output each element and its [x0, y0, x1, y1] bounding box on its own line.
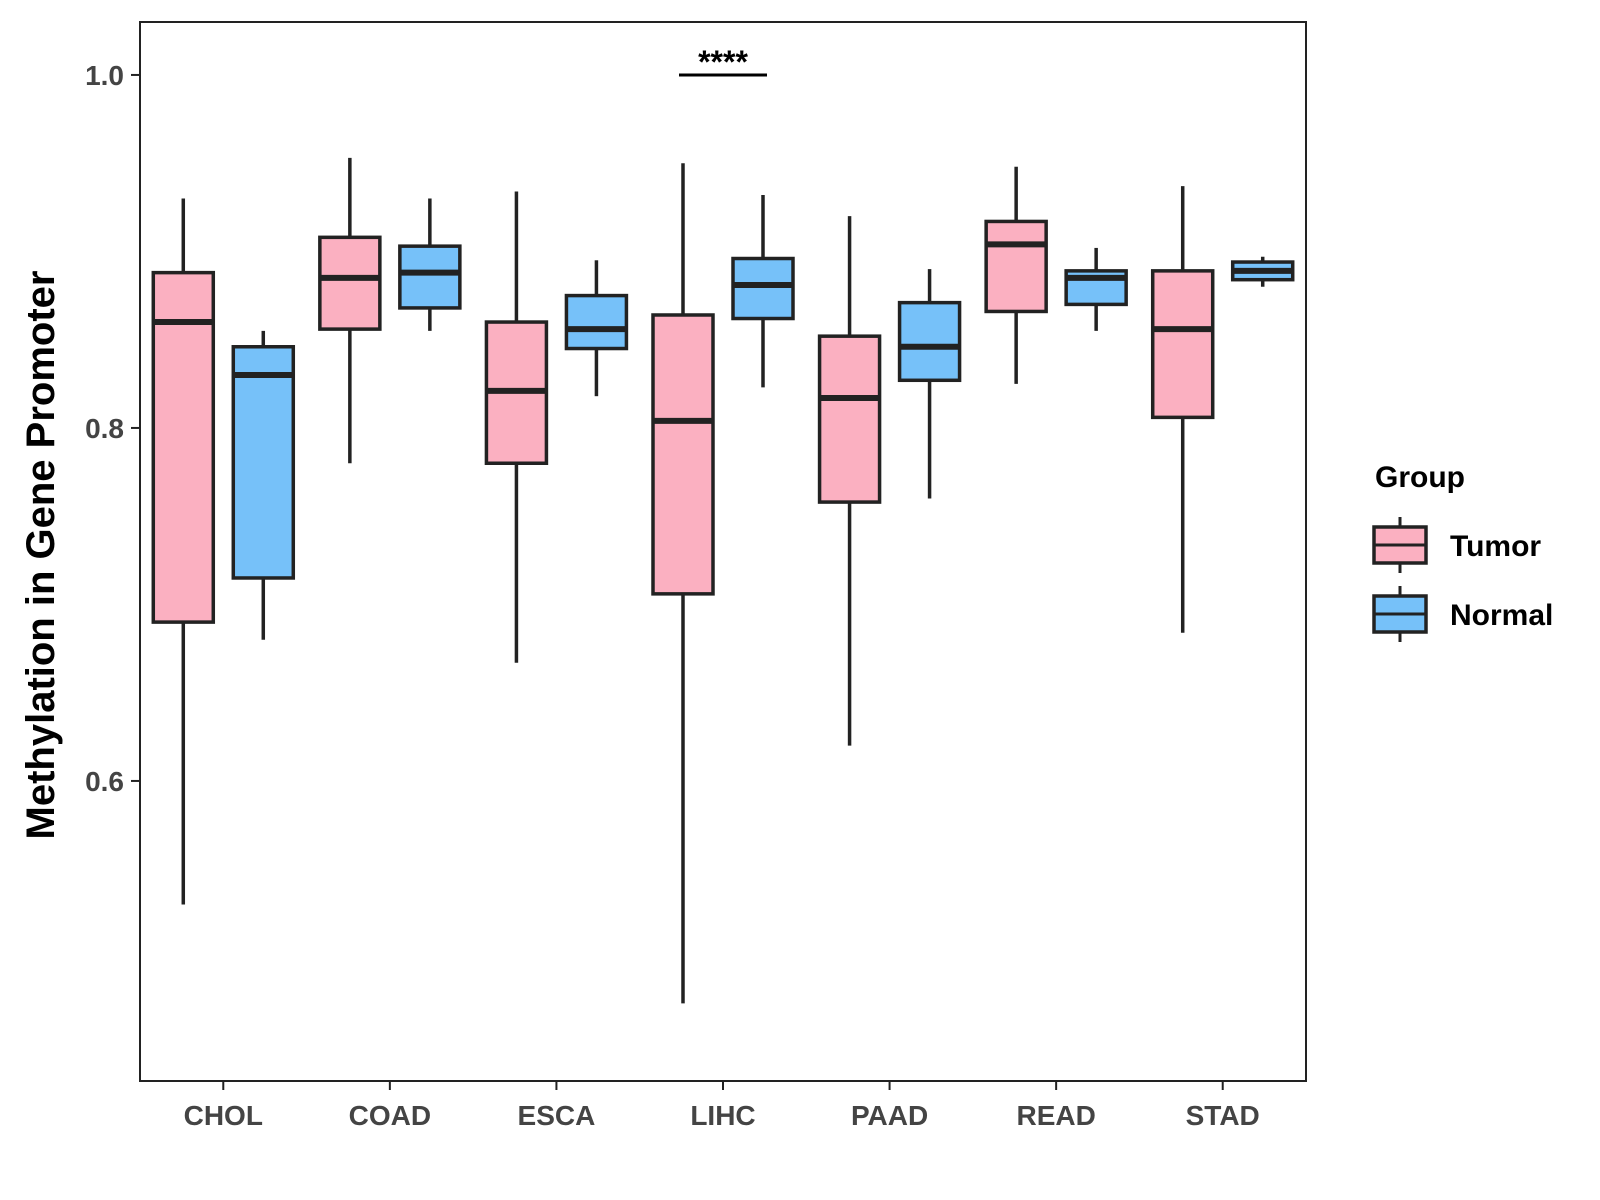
significance-label: ****	[698, 44, 748, 80]
legend-label: Normal	[1450, 599, 1553, 632]
box-body	[318, 235, 382, 331]
x-tick-label: COAD	[349, 1100, 431, 1131]
x-tick-label: STAD	[1186, 1100, 1260, 1131]
box-normal-esca	[564, 260, 629, 397]
box-body	[564, 293, 629, 351]
legend-title: Group	[1375, 461, 1465, 494]
box-normal-chol	[231, 330, 296, 640]
legend-label: Tumor	[1450, 530, 1541, 563]
plot-panel	[139, 21, 1307, 1082]
box-body	[817, 334, 882, 504]
y-tick-label: 0.6	[85, 766, 124, 797]
box-tumor-chol	[151, 198, 216, 905]
x-tick-label: CHOL	[184, 1100, 263, 1131]
box-tumor-read	[984, 166, 1048, 384]
box-normal-stad	[1230, 256, 1295, 287]
y-tick-label: 1.0	[85, 60, 124, 91]
box-tumor-coad	[318, 157, 382, 464]
box-body	[984, 219, 1048, 314]
box-tumor-esca	[484, 191, 549, 663]
box-body	[1150, 269, 1215, 420]
box-body	[897, 300, 962, 383]
box-body	[651, 313, 715, 596]
box-tumor-paad	[817, 216, 882, 746]
box-tumor-stad	[1150, 186, 1215, 633]
legend-item-tumor: Tumor	[1372, 517, 1541, 573]
box-body	[731, 256, 795, 321]
legend-item-normal: Normal	[1372, 586, 1553, 642]
significance-annotations: ****	[679, 44, 767, 80]
x-axis: CHOL COAD ESCA LIHC PAAD READ STAD	[184, 1081, 1260, 1131]
y-axis: 0.6 0.8 1.0	[85, 60, 140, 797]
y-tick-label: 0.8	[85, 413, 124, 444]
y-axis-title: Methylation in Gene Promoter	[19, 271, 63, 840]
box-body	[151, 270, 216, 624]
box-normal-lihc	[731, 194, 795, 388]
x-tick-label: LIHC	[690, 1100, 755, 1131]
x-tick-label: READ	[1016, 1100, 1095, 1131]
box-normal-paad	[897, 269, 962, 499]
legend: Group Tumor Normal	[1372, 461, 1553, 642]
box-body	[398, 244, 462, 310]
x-tick-label: ESCA	[518, 1100, 596, 1131]
box-normal-read	[1064, 247, 1128, 331]
box-group	[151, 157, 1295, 1004]
box-body	[231, 345, 296, 580]
box-normal-coad	[398, 198, 462, 331]
box-tumor-lihc	[651, 163, 715, 1004]
x-tick-label: PAAD	[851, 1100, 928, 1131]
